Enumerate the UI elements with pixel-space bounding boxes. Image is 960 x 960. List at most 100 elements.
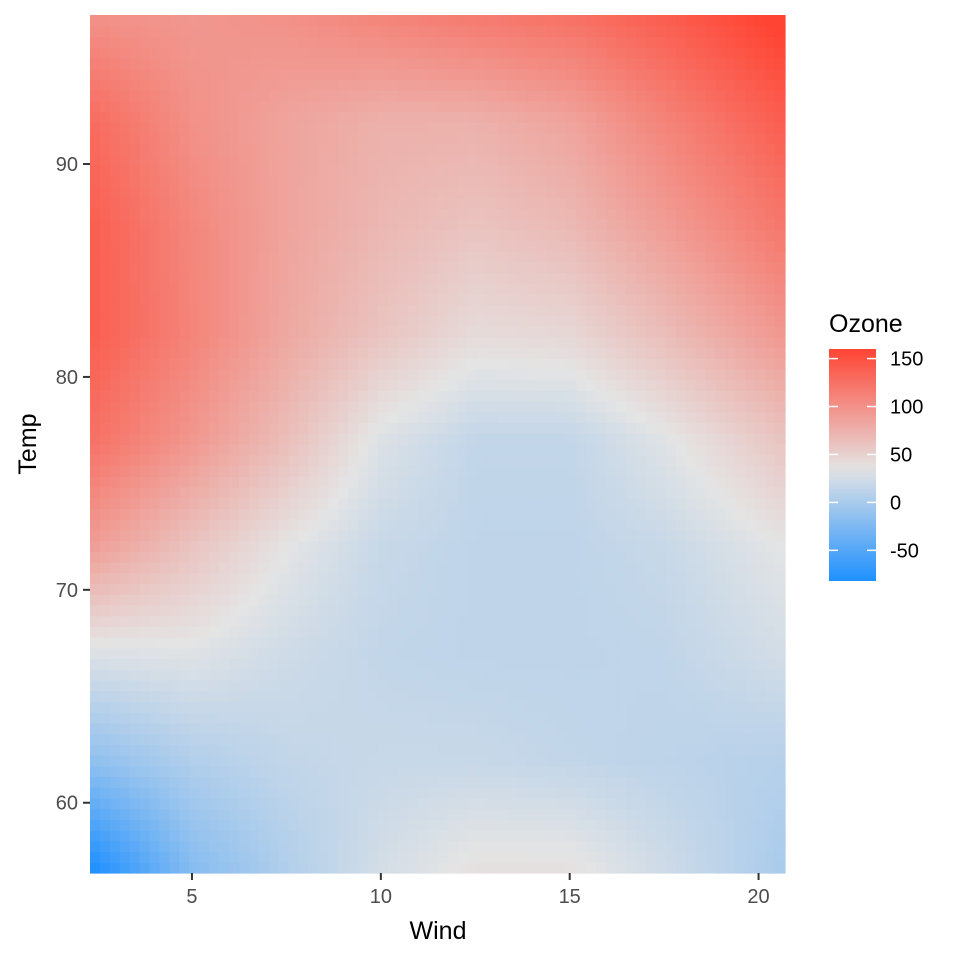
heat-cell (278, 637, 290, 649)
heat-cell (238, 208, 250, 220)
heat-cell (358, 733, 369, 745)
heat-cell (725, 250, 736, 263)
heat-cell (139, 529, 151, 542)
heat-cell (407, 486, 419, 499)
heat-cell (576, 175, 588, 188)
heat-cell (268, 444, 280, 456)
heat-cell (487, 283, 498, 295)
heat-cell (715, 229, 727, 241)
heat-cell (139, 186, 151, 198)
heat-cell (646, 186, 657, 198)
heat-cell (109, 111, 121, 123)
heat-cell (775, 819, 786, 831)
heat-cell (616, 594, 627, 606)
heat-cell (586, 712, 597, 724)
heat-cell (159, 197, 171, 209)
heat-cell (516, 615, 528, 627)
heat-cell (695, 250, 707, 263)
heat-cell (705, 561, 717, 574)
heat-cell (119, 326, 131, 338)
heat-cell (497, 787, 508, 799)
heat-cell (179, 454, 190, 467)
heat-cell (447, 165, 458, 177)
heat-cell (745, 486, 756, 499)
heat-cell (556, 755, 568, 767)
heat-cell (536, 390, 548, 402)
heat-cell (179, 358, 190, 370)
heat-cell (397, 647, 409, 660)
heat-cell (387, 615, 399, 627)
heat-cell (258, 240, 270, 252)
heat-cell (288, 486, 300, 499)
heat-cell (417, 647, 429, 660)
heat-cell (586, 690, 597, 702)
heat-cell (437, 422, 449, 434)
heat-cell (268, 819, 280, 831)
heat-cell (248, 293, 260, 306)
heat-cell (169, 358, 180, 370)
heat-cell (596, 497, 607, 509)
heat-cell (765, 261, 776, 273)
heat-cell (288, 315, 300, 327)
heat-cell (695, 851, 707, 863)
heat-cell (368, 368, 379, 381)
heat-cell (338, 529, 349, 542)
heat-cell (90, 797, 101, 810)
heat-cell (407, 368, 419, 381)
heat-cell (566, 722, 578, 735)
heat-cell (288, 733, 300, 745)
heat-cell (328, 347, 339, 359)
heat-cell (258, 186, 270, 198)
heat-cell (238, 272, 250, 284)
heat-cell (705, 840, 717, 853)
heat-cell (616, 561, 627, 574)
heat-cell (417, 808, 429, 820)
heat-cell (516, 186, 528, 198)
heat-cell (368, 540, 379, 552)
heat-cell (427, 283, 439, 295)
heat-cell (288, 411, 300, 424)
heat-cell (467, 197, 478, 209)
heat-cell (328, 411, 339, 424)
heat-cell (765, 658, 776, 670)
heat-cell (139, 830, 151, 842)
heat-cell (129, 229, 141, 241)
heat-cell (457, 669, 468, 681)
heat-cell (695, 283, 707, 295)
heat-cell (507, 486, 518, 499)
heat-cell (159, 497, 171, 509)
heat-cell (705, 336, 717, 349)
heat-cell (407, 519, 419, 531)
heat-cell (616, 454, 627, 467)
heat-cell (546, 808, 558, 820)
heat-cell (745, 776, 756, 788)
heat-cell (328, 486, 339, 499)
heat-cell (139, 379, 151, 391)
heat-cell (328, 787, 339, 799)
heat-cell (328, 637, 339, 649)
heat-cell (606, 626, 617, 638)
heat-cell (358, 529, 369, 542)
heat-cell (248, 390, 260, 402)
heat-cell (735, 465, 746, 477)
heat-cell (765, 733, 776, 745)
heat-cell (675, 465, 687, 477)
heat-cell (278, 358, 290, 370)
heat-cell (129, 819, 141, 831)
heat-cell (139, 508, 151, 520)
heat-cell (109, 797, 121, 810)
heat-cell (477, 551, 488, 563)
heat-cell (129, 143, 141, 156)
heat-cell (139, 132, 151, 145)
heat-cell (487, 787, 498, 799)
heat-cell (477, 175, 488, 188)
heat-cell (616, 293, 627, 306)
heat-cell (318, 615, 329, 627)
heat-cell (487, 755, 498, 767)
heat-cell (516, 787, 528, 799)
heat-cell (477, 476, 488, 488)
heat-cell (636, 165, 647, 177)
heat-cell (695, 326, 707, 338)
heat-cell (229, 840, 240, 853)
heat-cell (467, 744, 478, 756)
